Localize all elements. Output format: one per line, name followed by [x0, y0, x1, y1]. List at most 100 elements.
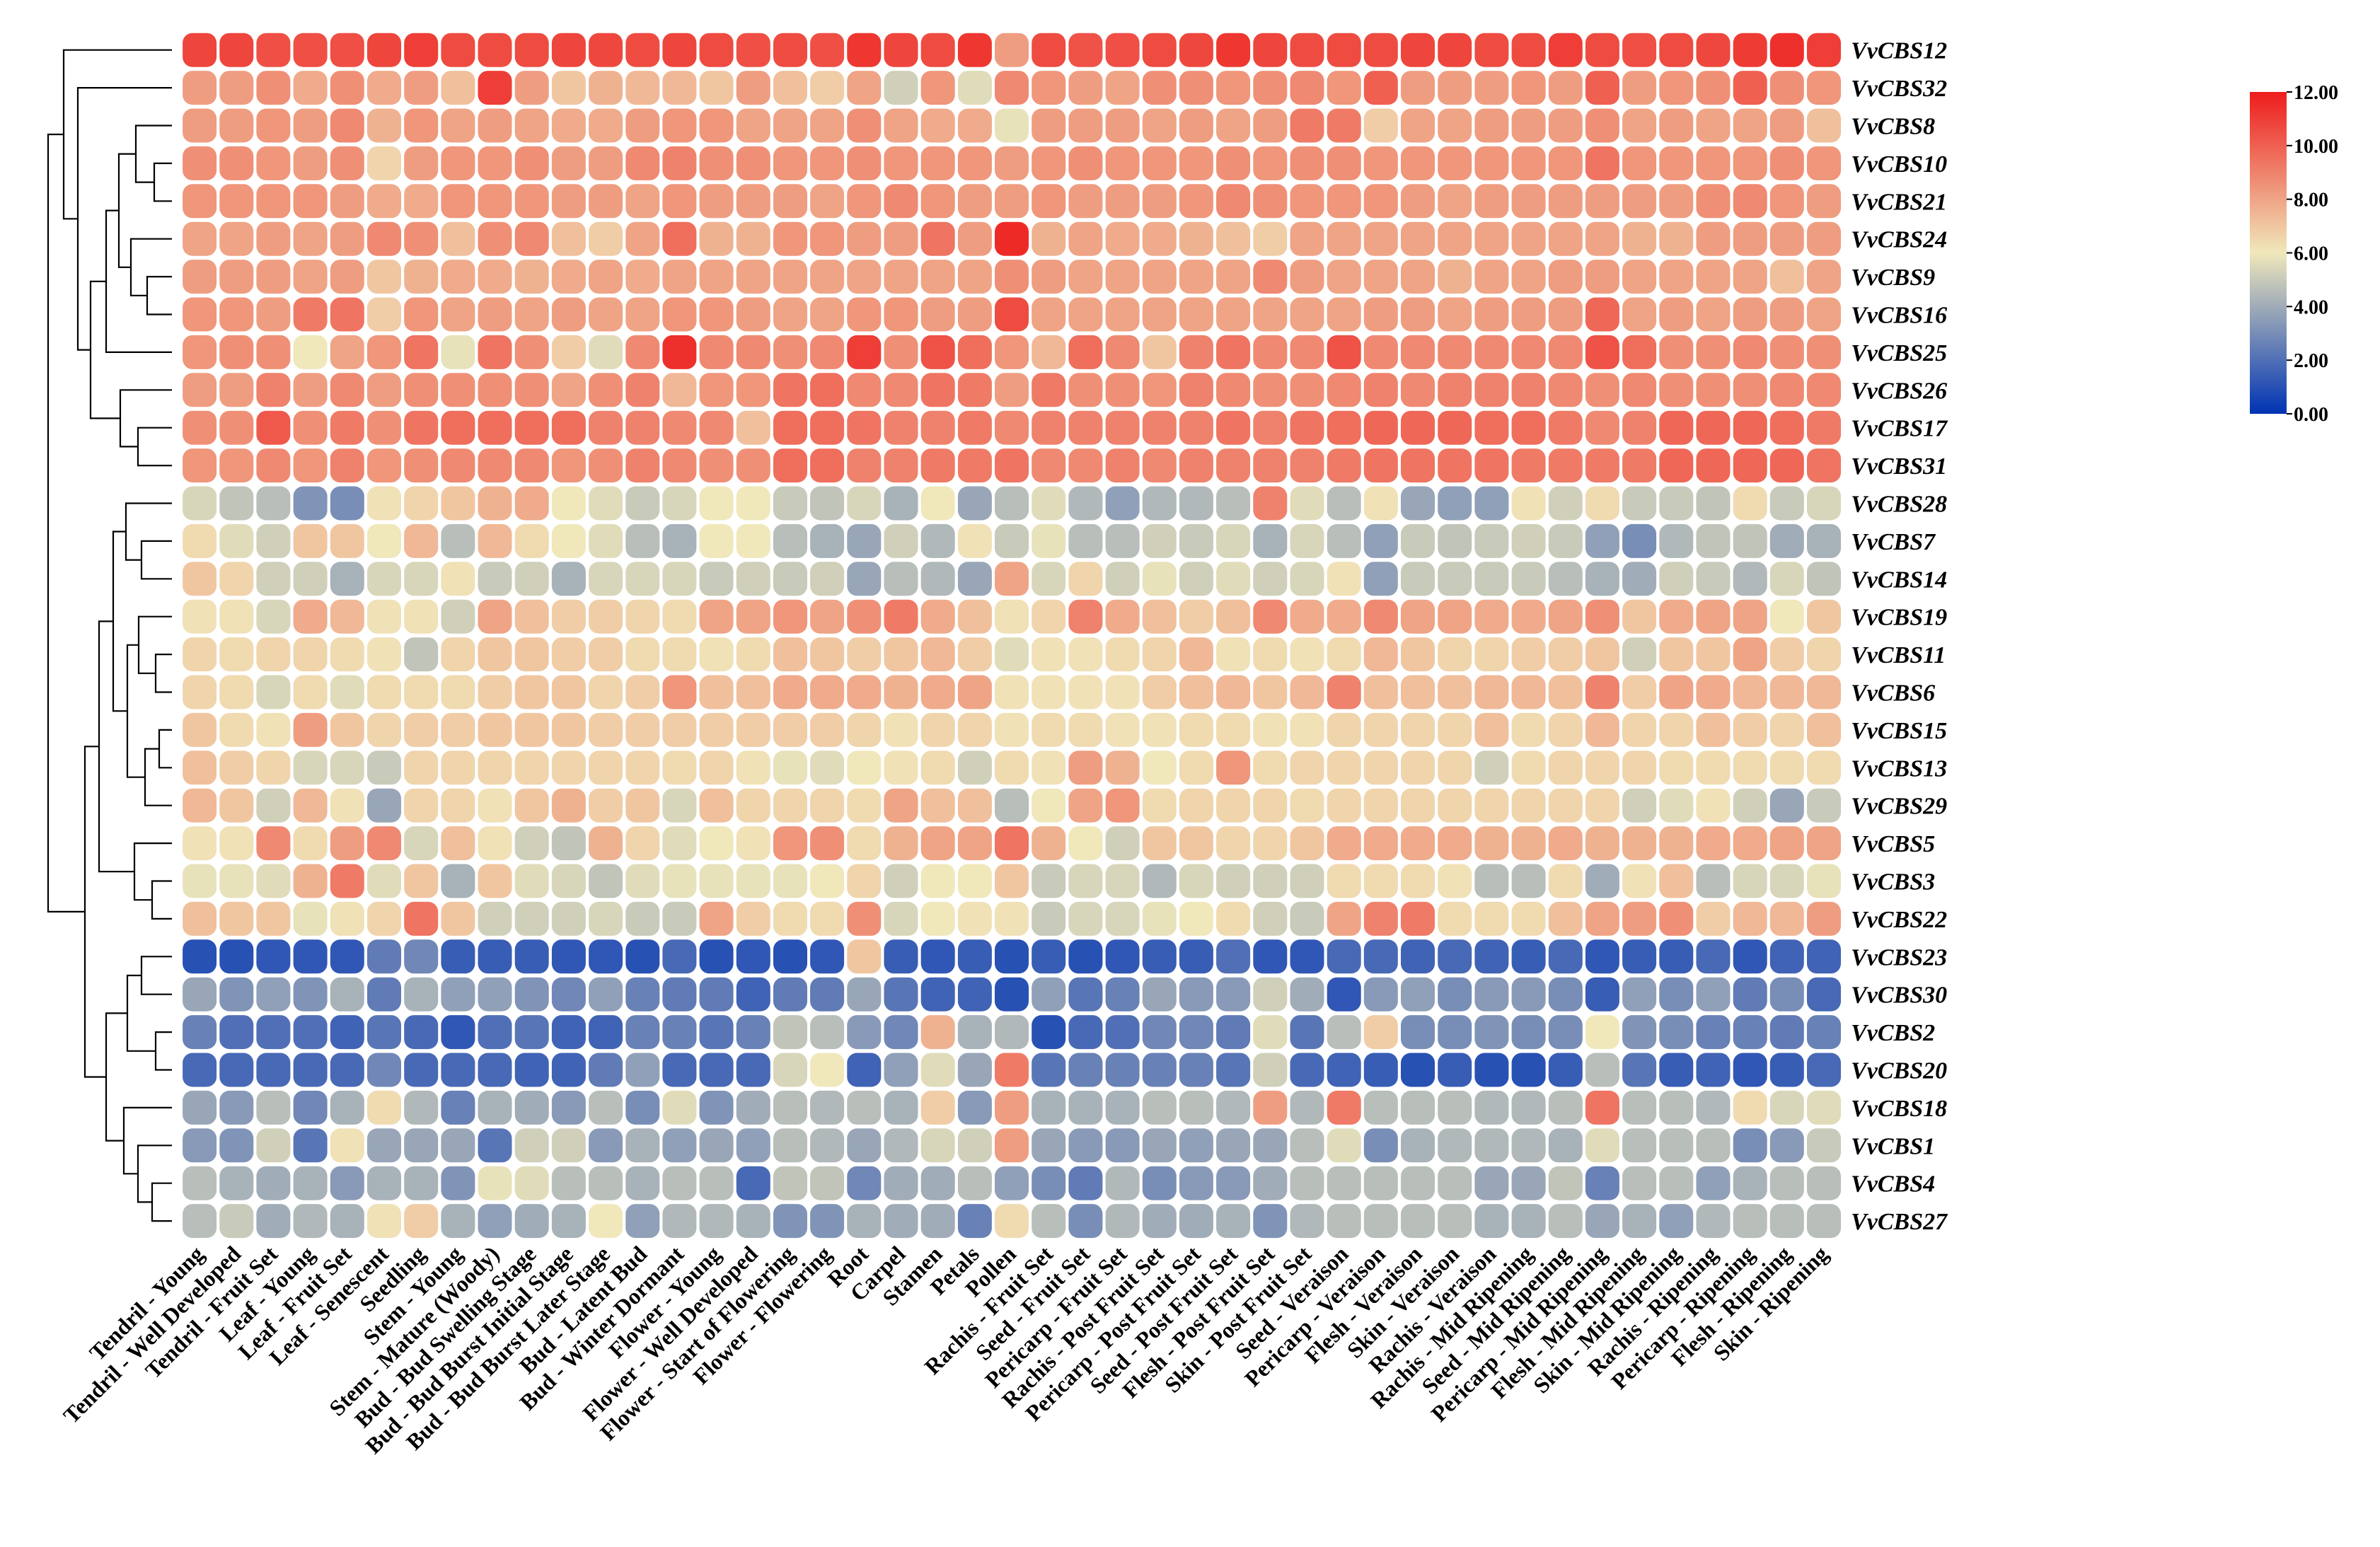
heatmap-cell	[367, 1128, 401, 1163]
heatmap-cell	[1105, 901, 1140, 936]
heatmap-cell	[1401, 1090, 1435, 1125]
heatmap-cell	[183, 1015, 217, 1050]
heatmap-cell	[1696, 788, 1731, 823]
heatmap-cell	[219, 184, 254, 219]
heatmap-cell	[920, 637, 955, 672]
heatmap-cell	[662, 977, 697, 1012]
heatmap-cell	[1511, 939, 1546, 974]
heatmap-cell	[551, 939, 586, 974]
heatmap-cell	[736, 523, 770, 558]
heatmap-cell	[589, 1204, 623, 1239]
heatmap-cell	[1696, 939, 1731, 974]
heatmap-cell	[1290, 71, 1324, 105]
heatmap-cell	[293, 448, 328, 483]
heatmap-cell	[404, 788, 439, 823]
heatmap-cell	[920, 901, 955, 936]
heatmap-cell	[551, 751, 586, 785]
heatmap-cell	[1327, 146, 1361, 180]
heatmap-cell	[810, 1053, 845, 1087]
colorbar-tick-label: 0.00	[2294, 404, 2328, 426]
heatmap-cell	[1622, 146, 1657, 180]
heatmap-cell	[256, 260, 291, 294]
heatmap-cell	[441, 675, 475, 709]
heatmap-cell	[625, 826, 660, 861]
heatmap-cell	[1659, 108, 1694, 143]
heatmap-cell	[957, 1053, 992, 1087]
heatmap-cell	[256, 33, 291, 67]
heatmap-cell	[1585, 1128, 1619, 1163]
heatmap-cell	[1105, 108, 1140, 143]
heatmap-cell	[699, 486, 734, 521]
heatmap-cell	[1622, 297, 1657, 332]
heatmap-cell	[957, 788, 992, 823]
heatmap-cell	[1733, 1090, 1767, 1125]
heatmap-cell	[1216, 939, 1251, 974]
heatmap-cell	[551, 788, 586, 823]
row-label: VvCBS1	[1851, 1133, 1935, 1159]
heatmap-cell	[551, 221, 586, 256]
heatmap-cell	[699, 1015, 734, 1050]
heatmap-cell	[1511, 712, 1546, 747]
heatmap-cell	[1363, 184, 1398, 219]
heatmap-cell	[1032, 751, 1066, 785]
heatmap-cell	[1253, 637, 1288, 672]
heatmap-cell	[699, 864, 734, 898]
heatmap-cell	[995, 788, 1029, 823]
heatmap-cell	[367, 184, 401, 219]
row-label: VvCBS7	[1851, 529, 1936, 555]
heatmap-cell	[1659, 184, 1694, 219]
dendrogram-branch	[153, 162, 172, 202]
heatmap-cell	[1622, 788, 1657, 823]
heatmap-cell	[1253, 335, 1288, 369]
heatmap-cell	[957, 1128, 992, 1163]
heatmap-cell	[1327, 71, 1361, 105]
heatmap-cell	[183, 599, 217, 634]
heatmap-cell	[995, 448, 1029, 483]
heatmap-cell	[1216, 1128, 1251, 1163]
heatmap-cell	[1548, 297, 1583, 332]
heatmap-cell	[920, 1204, 955, 1239]
heatmap-cell	[773, 523, 807, 558]
heatmap-cell	[773, 448, 807, 483]
heatmap-cell	[625, 1128, 660, 1163]
heatmap-cell	[256, 637, 291, 672]
heatmap-cell	[1474, 523, 1509, 558]
heatmap-cell	[1585, 448, 1619, 483]
heatmap-cell	[920, 826, 955, 861]
heatmap-cell	[995, 599, 1029, 634]
heatmap-cell	[1769, 864, 1804, 898]
heatmap-cell	[1032, 108, 1066, 143]
heatmap-cell	[183, 373, 217, 407]
heatmap-cell	[1105, 1166, 1140, 1200]
row-label: VvCBS28	[1851, 492, 1947, 518]
heatmap-cell	[1585, 675, 1619, 709]
heatmap-cell	[884, 260, 918, 294]
heatmap-cell	[1363, 146, 1398, 180]
heatmap-cell	[1733, 410, 1767, 445]
dendrogram-branch	[126, 644, 145, 778]
heatmap-cell	[625, 335, 660, 369]
heatmap-cell	[625, 1166, 660, 1200]
heatmap-cell	[1474, 184, 1509, 219]
heatmap-cell	[920, 221, 955, 256]
heatmap-cell	[1216, 864, 1251, 898]
heatmap-cell	[1327, 448, 1361, 483]
heatmap-cell	[256, 108, 291, 143]
heatmap-cell	[736, 788, 770, 823]
heatmap-cell	[1363, 373, 1398, 407]
heatmap-cell	[1807, 486, 1841, 521]
heatmap-cell	[551, 562, 586, 596]
heatmap-cell	[1216, 1166, 1251, 1200]
heatmap-cell	[1585, 410, 1619, 445]
heatmap-cell	[1659, 146, 1694, 180]
heatmap-cell	[256, 373, 291, 407]
heatmap-cell	[219, 71, 254, 105]
heatmap-cell	[1622, 751, 1657, 785]
heatmap-cell	[625, 523, 660, 558]
heatmap-cell	[404, 33, 439, 67]
heatmap-cell	[1290, 523, 1324, 558]
heatmap-cell	[1474, 562, 1509, 596]
heatmap-cell	[330, 297, 364, 332]
heatmap-cell	[589, 71, 623, 105]
heatmap-cell	[736, 71, 770, 105]
